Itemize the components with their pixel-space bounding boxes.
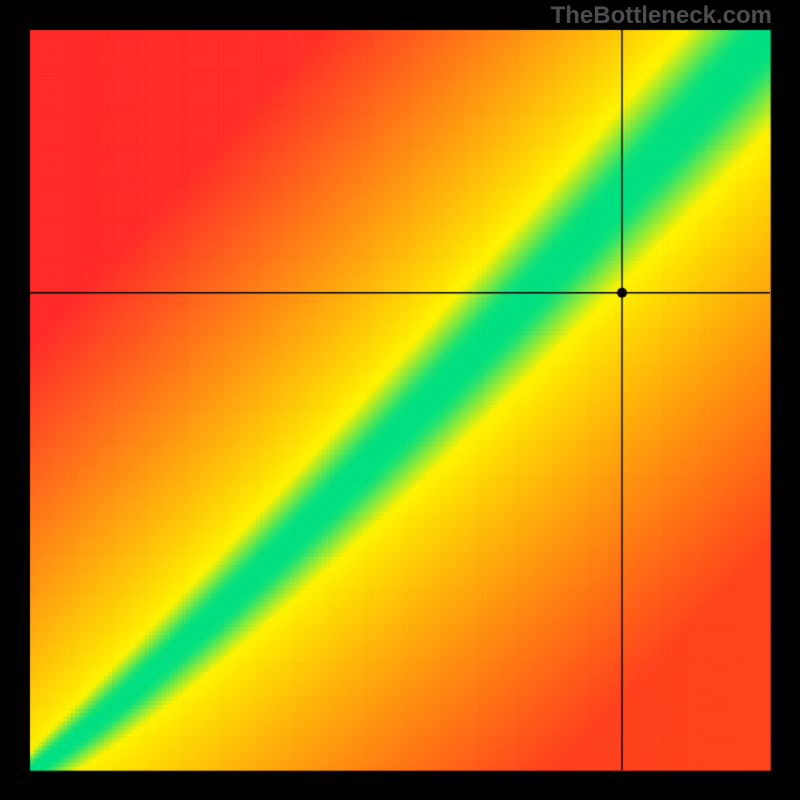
bottleneck-heatmap: [0, 0, 800, 800]
watermark-text: TheBottleneck.com: [551, 2, 772, 30]
chart-container: TheBottleneck.com: [0, 0, 800, 800]
